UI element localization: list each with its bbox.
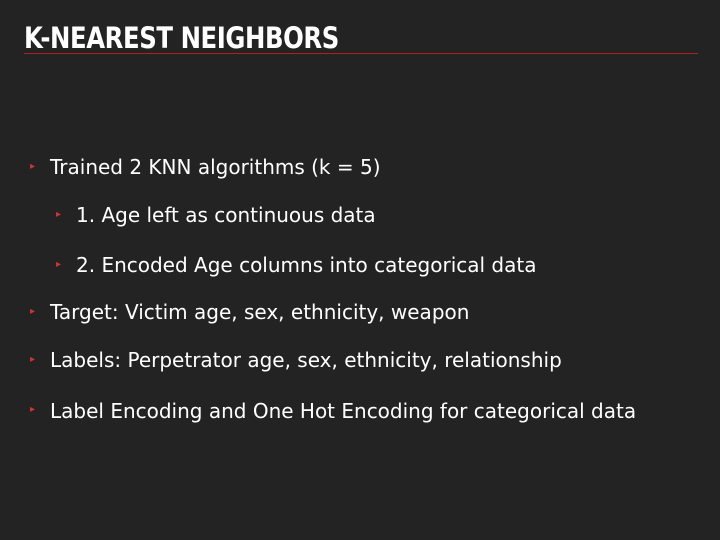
bullet-marker-icon: ▸ [30, 306, 36, 317]
bullet-text: Labels: Perpetrator age, sex, ethnicity,… [50, 348, 562, 372]
bullet-item: ▸ Labels: Perpetrator age, sex, ethnicit… [30, 347, 562, 373]
bullet-text: Label Encoding and One Hot Encoding for … [50, 399, 637, 423]
bullet-item: ▸ Label Encoding and One Hot Encoding fo… [30, 397, 670, 425]
bullet-marker-icon: ▸ [30, 354, 36, 365]
bullet-marker-icon: ▸ [30, 161, 36, 172]
bullet-marker-icon: ▸ [56, 259, 62, 270]
slide-title: K-NEAREST NEIGHBORS [24, 21, 339, 55]
bullet-item: ▸ Trained 2 KNN algorithms (k = 5) [30, 154, 381, 180]
bullet-item: ▸ Target: Victim age, sex, ethnicity, we… [30, 299, 470, 325]
sub-bullet-text: 1. Age left as continuous data [76, 203, 376, 227]
sub-bullet-item: ▸ 2. Encoded Age columns into categorica… [56, 252, 537, 278]
bullet-text: Target: Victim age, sex, ethnicity, weap… [50, 300, 470, 324]
sub-bullet-item: ▸ 1. Age left as continuous data [56, 202, 376, 228]
sub-bullet-text: 2. Encoded Age columns into categorical … [76, 253, 537, 277]
bullet-marker-icon: ▸ [30, 404, 36, 415]
bullet-text: Trained 2 KNN algorithms (k = 5) [50, 155, 381, 179]
title-underline [24, 53, 698, 54]
bullet-marker-icon: ▸ [56, 209, 62, 220]
